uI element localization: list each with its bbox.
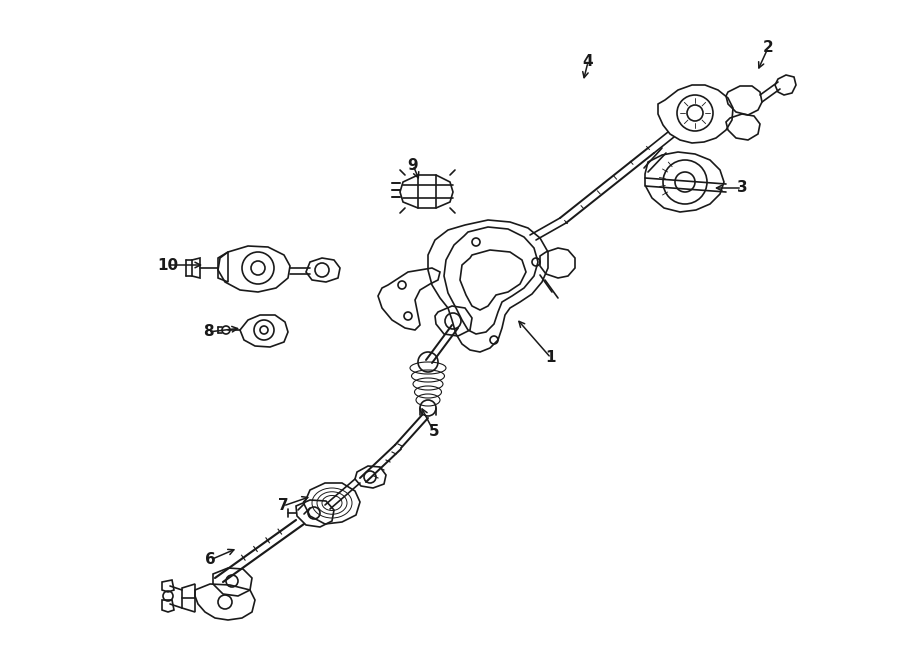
Text: 5: 5	[428, 424, 439, 440]
Text: 2: 2	[762, 40, 773, 56]
Text: 9: 9	[408, 157, 418, 173]
Text: 3: 3	[737, 180, 747, 196]
Text: 10: 10	[158, 258, 178, 272]
Text: 8: 8	[202, 325, 213, 340]
Text: 7: 7	[278, 498, 288, 514]
Text: 1: 1	[545, 350, 556, 366]
Text: 6: 6	[204, 553, 215, 568]
Text: 4: 4	[582, 54, 593, 69]
